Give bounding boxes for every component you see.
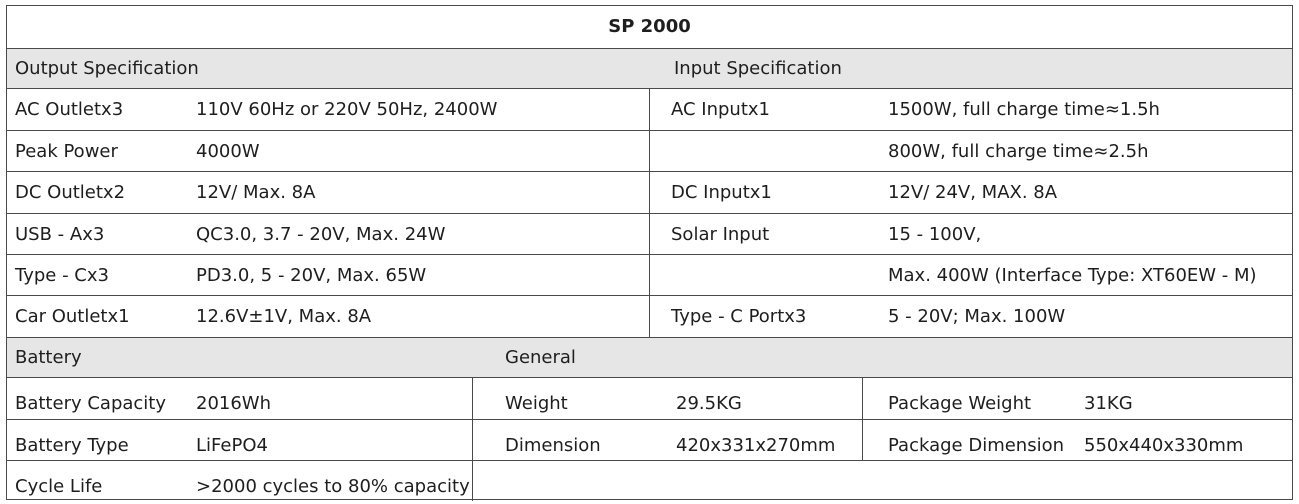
battery-value: >2000 cycles to 80% capacity [196, 476, 470, 497]
battery-heading: Battery [15, 347, 82, 368]
input-label: AC Inputx1 [671, 99, 770, 120]
general-value: 29.5KG [676, 393, 742, 414]
general-heading: General [505, 347, 576, 368]
input-value: 15 - 100V, [888, 224, 982, 245]
input-label: Type - C Portx3 [671, 306, 807, 327]
output-label: DC Outletx2 [15, 182, 126, 203]
section-band-output-input [7, 48, 1292, 88]
output-heading: Output Specification [15, 58, 199, 79]
battery-label: Battery Type [15, 435, 129, 456]
general-label: Dimension [505, 435, 601, 456]
output-label: Type - Cx3 [15, 265, 109, 286]
input-heading: Input Specification [674, 58, 842, 79]
general-value-2: 31KG [1084, 393, 1133, 414]
battery-value: 2016Wh [196, 393, 272, 414]
input-value: 5 - 20V; Max. 100W [888, 306, 1066, 327]
table-title: SP 2000 [608, 16, 691, 37]
input-value: 12V/ 24V, MAX. 8A [888, 182, 1058, 203]
section-band-battery-general [7, 337, 1292, 377]
general-value: 420x331x270mm [676, 435, 836, 456]
output-label: USB - Ax3 [15, 224, 105, 245]
output-value: PD3.0, 5 - 20V, Max. 65W [196, 265, 427, 286]
battery-label: Battery Capacity [15, 393, 167, 414]
input-value: 1500W, full charge time≈1.5h [888, 99, 1160, 120]
input-value: Max. 400W (Interface Type: XT60EW - M) [888, 265, 1257, 286]
input-value: 800W, full charge time≈2.5h [888, 141, 1149, 162]
output-label: AC Outletx3 [15, 99, 124, 120]
column-divider [472, 377, 473, 501]
input-label: Solar Input [671, 224, 770, 245]
battery-label: Cycle Life [15, 476, 103, 497]
output-label: Car Outletx1 [15, 306, 130, 327]
general-label-2: Package Dimension [888, 435, 1065, 456]
output-value: 110V 60Hz or 220V 50Hz, 2400W [196, 99, 498, 120]
table-row [7, 377, 1292, 419]
general-value-2: 550x440x330mm [1084, 435, 1244, 456]
input-label: DC Inputx1 [671, 182, 772, 203]
output-value: 4000W [196, 141, 260, 162]
general-label: Weight [505, 393, 568, 414]
output-label: Peak Power [15, 141, 118, 162]
output-value: 12.6V±1V, Max. 8A [196, 306, 372, 327]
table-row [7, 460, 1292, 502]
spec-table: SP 2000 Output Specification Input Specif… [6, 5, 1293, 502]
column-divider [862, 377, 863, 460]
output-value: QC3.0, 3.7 - 20V, Max. 24W [196, 224, 446, 245]
battery-value: LiFePO4 [196, 435, 268, 456]
general-label-2: Package Weight [888, 393, 1032, 414]
column-divider [649, 88, 650, 337]
output-value: 12V/ Max. 8A [196, 182, 316, 203]
table-row [7, 419, 1292, 461]
